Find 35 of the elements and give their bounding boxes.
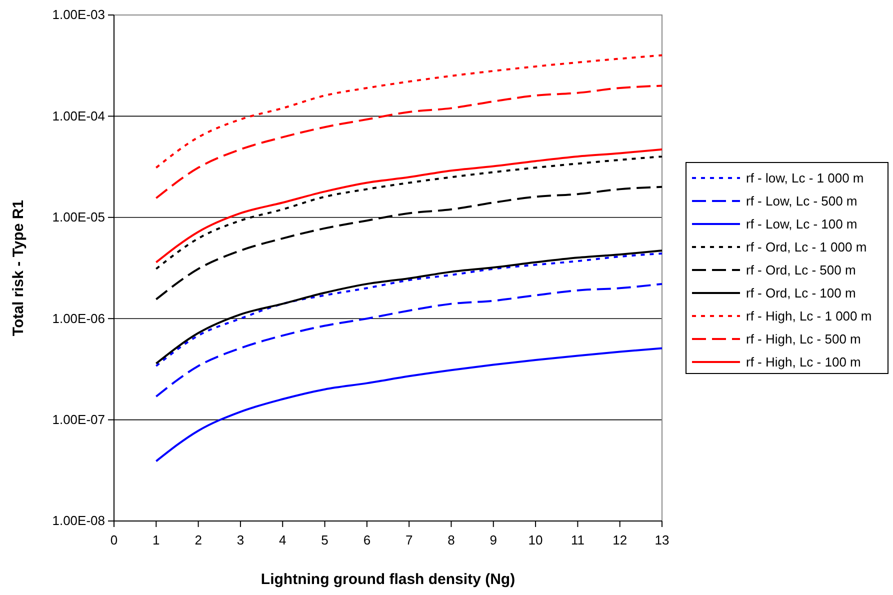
line-series xyxy=(155,54,663,169)
x-tick-label: 9 xyxy=(490,532,497,548)
x-tick-label: 0 xyxy=(110,532,118,548)
y-axis-title: Total risk - Type R1 xyxy=(10,200,27,336)
x-axis-title: Lightning ground flash density (Ng) xyxy=(260,571,516,588)
x-tick-label: 7 xyxy=(405,532,413,548)
line-series xyxy=(155,282,663,398)
legend-label: rf - Ord, Lc - 1 000 m xyxy=(746,240,867,254)
legend-label: rf - Ord, Lc - 100 m xyxy=(746,286,856,300)
y-tick-label: 1.00E-06 xyxy=(52,310,105,326)
y-tick-label: 1.00E-05 xyxy=(52,210,105,225)
x-tick-label: 3 xyxy=(236,532,244,548)
legend-label: rf - High, Lc - 500 m xyxy=(746,332,861,346)
legend-label: rf - low, Lc - 1 000 m xyxy=(746,170,864,186)
y-tick-label: 1.00E-08 xyxy=(52,513,105,528)
x-tick-label: 11 xyxy=(570,532,584,548)
legend-label: rf - High, Lc - 100 m xyxy=(746,354,861,370)
x-tick-label: 4 xyxy=(279,532,286,548)
x-tick-label: 6 xyxy=(363,532,371,548)
line-series xyxy=(155,347,663,462)
y-tick-label: 1.00E-04 xyxy=(52,108,105,124)
y-tick-label: 1.00E-03 xyxy=(52,7,105,22)
x-tick-label: 1 xyxy=(152,532,160,548)
x-tick-label: 13 xyxy=(654,532,670,548)
x-tick-label: 12 xyxy=(612,532,628,548)
legend-label: rf - Low, Lc - 100 m xyxy=(746,216,858,232)
x-tick-label: 5 xyxy=(321,532,328,548)
legend-label: rf - High, Lc - 1 000 m xyxy=(746,308,872,324)
line-series xyxy=(155,84,663,200)
x-tick-label: 10 xyxy=(528,532,543,548)
y-tick-label: 1.00E-07 xyxy=(52,412,105,427)
x-tick-label: 8 xyxy=(448,532,455,548)
legend-label: rf - Ord, Lc - 500 m xyxy=(746,262,856,278)
x-tick-label: 2 xyxy=(194,532,202,548)
legend-label: rf - Low, Lc - 500 m xyxy=(746,194,858,208)
